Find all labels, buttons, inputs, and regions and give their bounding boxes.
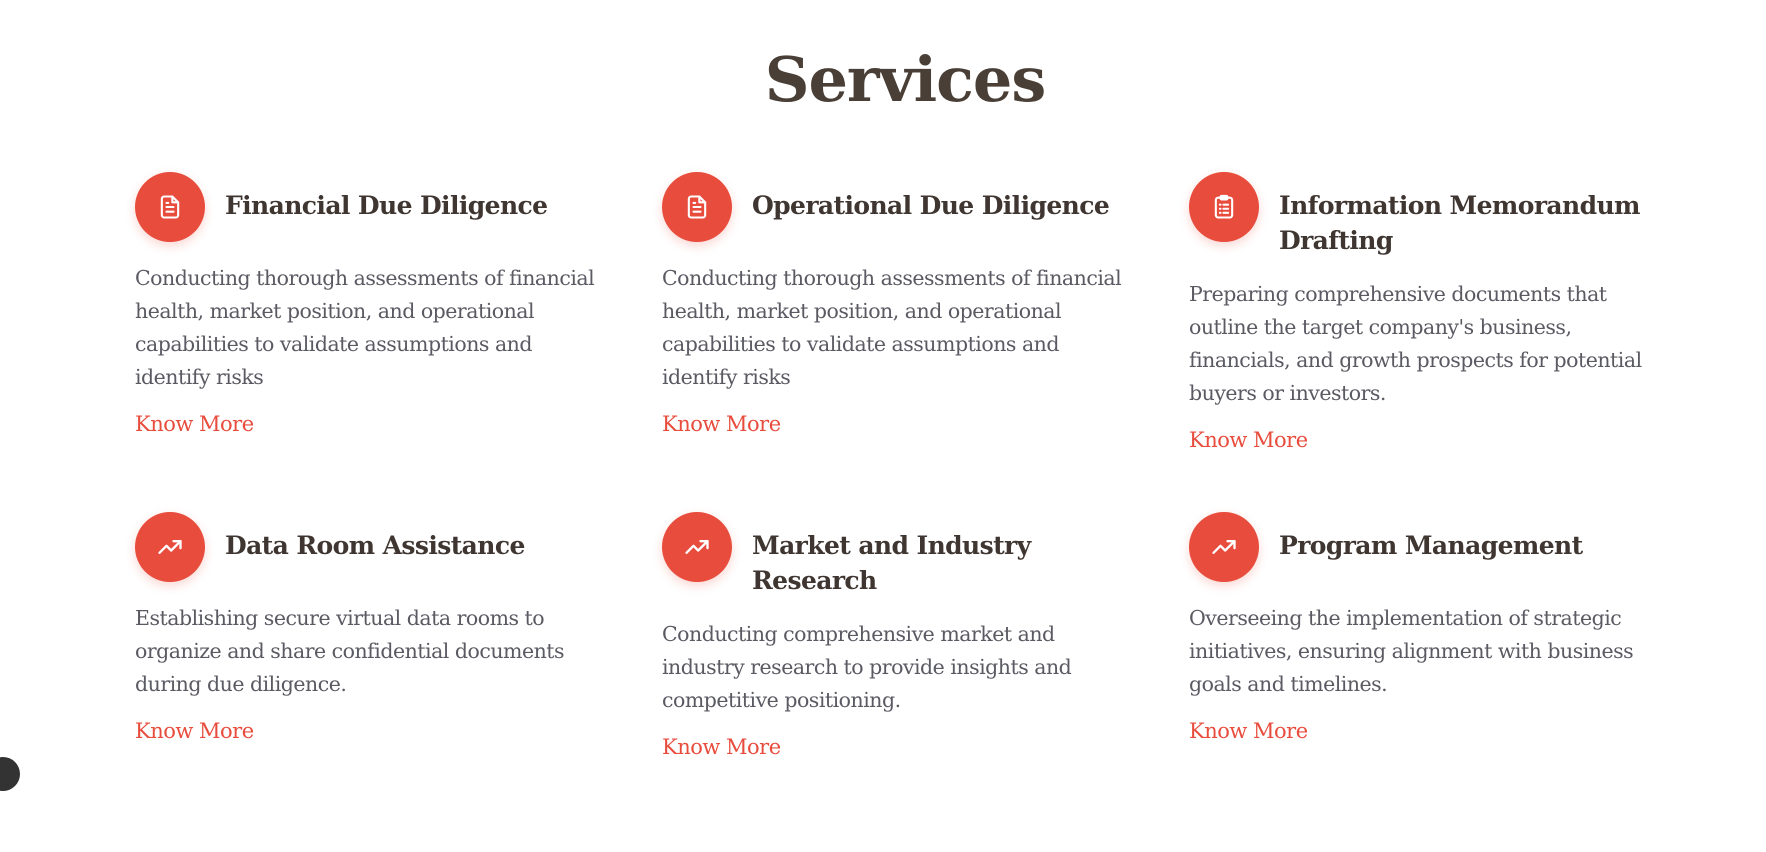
service-title: Financial Due Diligence xyxy=(225,191,548,220)
trending-up-icon xyxy=(1189,512,1259,582)
clipboard-list-icon xyxy=(1189,172,1259,242)
know-more-link[interactable]: Know More xyxy=(135,719,254,743)
know-more-link[interactable]: Know More xyxy=(662,735,781,759)
know-more-link[interactable]: Know More xyxy=(135,412,254,436)
know-more-link[interactable]: Know More xyxy=(1189,428,1308,452)
service-card-header: Program Management xyxy=(1189,512,1675,582)
service-description: Conducting comprehensive market and indu… xyxy=(662,622,1072,712)
service-card-financial-due-diligence: Financial Due Diligence Conducting thoro… xyxy=(135,172,662,512)
service-card-program-management: Program Management Overseeing the implem… xyxy=(1189,512,1675,852)
service-card-header: Data Room Assistance xyxy=(135,512,662,582)
know-more-link[interactable]: Know More xyxy=(1189,719,1308,743)
service-card-operational-due-diligence: Operational Due Diligence Conducting tho… xyxy=(662,172,1189,512)
service-title: Data Room Assistance xyxy=(225,531,525,560)
service-description: Conducting thorough assessments of finan… xyxy=(135,266,595,389)
service-card-header: Financial Due Diligence xyxy=(135,172,662,242)
service-description: Preparing comprehensive documents that o… xyxy=(1189,282,1642,405)
service-card-market-and-industry-research: Market and Industry Research Conducting … xyxy=(662,512,1189,852)
service-title: Information Memorandum Drafting xyxy=(1279,191,1640,255)
services-page: Services Financial Due Diligence Conduct… xyxy=(0,43,1642,791)
trending-up-icon xyxy=(135,512,205,582)
service-title: Operational Due Diligence xyxy=(752,191,1110,220)
service-description: Conducting thorough assessments of finan… xyxy=(662,266,1122,389)
floating-widget-button[interactable] xyxy=(0,757,20,791)
service-card-information-memorandum-drafting: Information Memorandum Drafting Preparin… xyxy=(1189,172,1675,512)
know-more-link[interactable]: Know More xyxy=(662,412,781,436)
service-title: Program Management xyxy=(1279,531,1583,560)
service-card-data-room-assistance: Data Room Assistance Establishing secure… xyxy=(135,512,662,852)
service-card-header: Information Memorandum Drafting xyxy=(1189,172,1675,258)
service-card-header: Market and Industry Research xyxy=(662,512,1189,598)
document-icon xyxy=(662,172,732,242)
services-grid: Financial Due Diligence Conducting thoro… xyxy=(135,172,1675,852)
service-description: Overseeing the implementation of strateg… xyxy=(1189,606,1634,696)
service-title: Market and Industry Research xyxy=(752,531,1031,595)
service-description: Establishing secure virtual data rooms t… xyxy=(135,606,565,696)
document-icon xyxy=(135,172,205,242)
service-card-header: Operational Due Diligence xyxy=(662,172,1189,242)
trending-up-icon xyxy=(662,512,732,582)
section-title: Services xyxy=(764,43,1047,116)
